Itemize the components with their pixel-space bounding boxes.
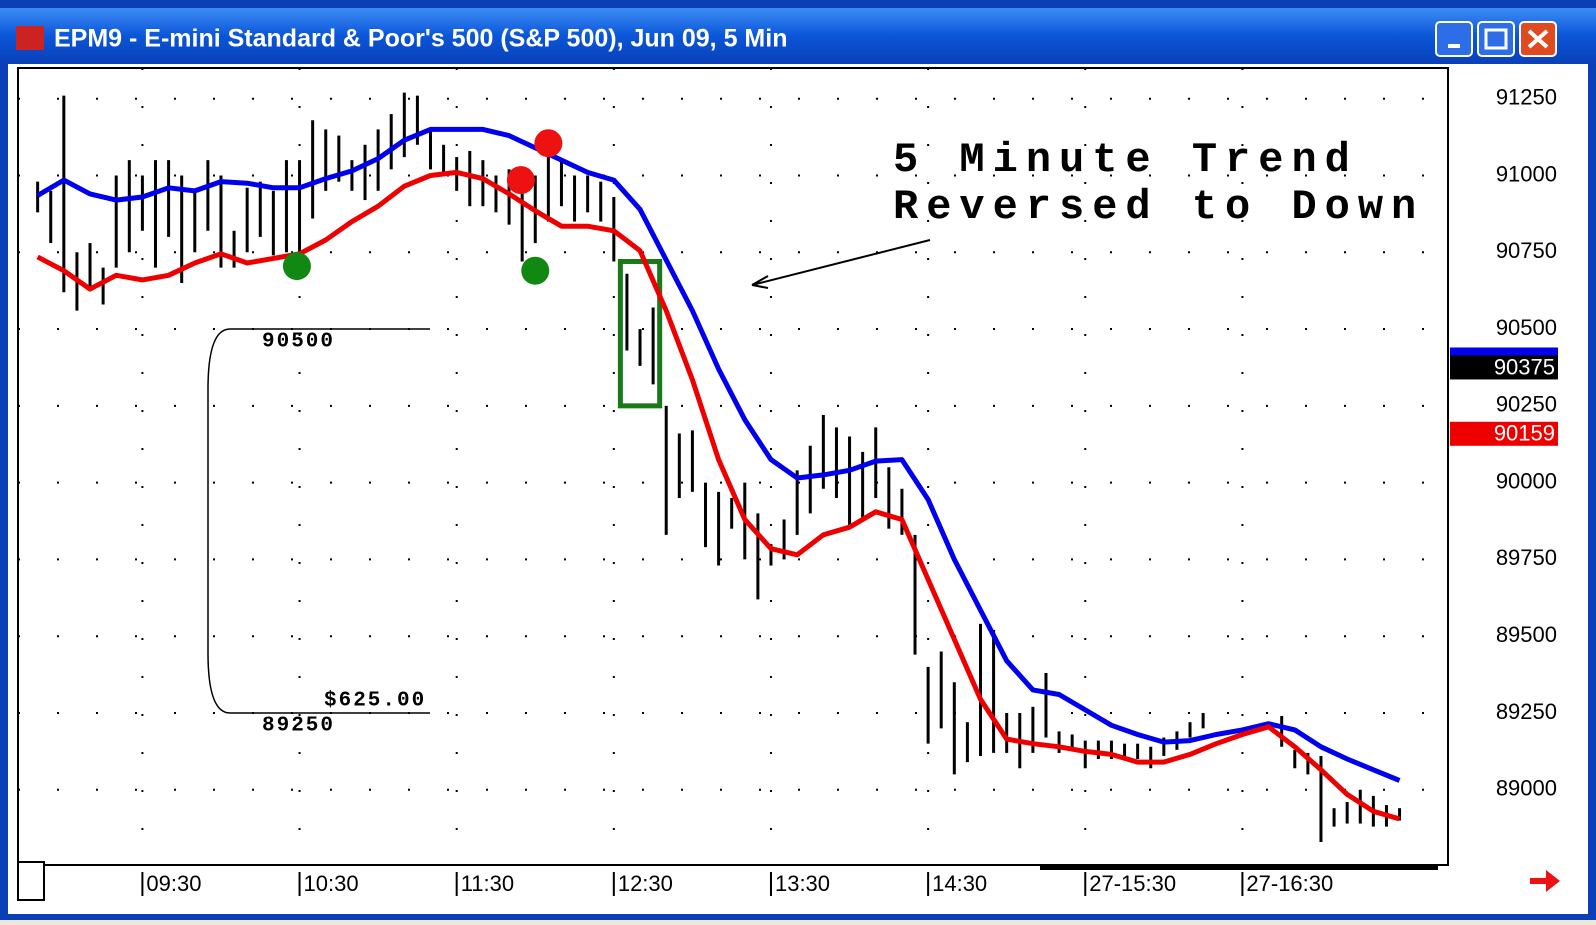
x-tick-label: 10:30 — [304, 871, 359, 896]
x-tick-label: 27-15:30 — [1089, 871, 1176, 896]
x-tick-label: 09:30 — [146, 871, 201, 896]
last-price-label: 90375 — [1494, 354, 1555, 379]
annotation-line: 5 Minute Trend — [893, 136, 1358, 184]
minimize-icon — [1448, 44, 1460, 48]
trend-line — [36, 126, 1401, 783]
y-tick-label: 90750 — [1496, 238, 1557, 263]
range-bottom-label: 89250 — [262, 715, 335, 738]
signal-dot — [282, 252, 311, 281]
last-price-box — [1450, 355, 1558, 380]
close-icon — [1527, 29, 1549, 49]
y-tick-label: 90500 — [1496, 315, 1557, 340]
app-icon — [16, 26, 44, 50]
x-tick-label: 11:30 — [461, 871, 514, 896]
signal-dot — [506, 166, 535, 195]
y-tick-label: 91250 — [1496, 85, 1557, 110]
y-tick-label: 90250 — [1496, 392, 1557, 417]
last-price-box — [1450, 421, 1558, 446]
signal-dot — [521, 256, 550, 285]
range-top-label: 90500 — [262, 331, 335, 354]
maximize-button[interactable] — [1477, 21, 1515, 57]
trend-line — [36, 169, 1401, 822]
annotation-arrow — [751, 239, 931, 289]
highlight-box — [617, 258, 663, 409]
scroll-box[interactable] — [17, 861, 45, 901]
scroll-arrow[interactable] — [1530, 870, 1560, 892]
last-price-label: 90159 — [1494, 421, 1555, 446]
scroll-bar — [1040, 865, 1438, 870]
hidden-price-box — [1450, 347, 1558, 358]
x-tick-label: 12:30 — [618, 871, 673, 896]
maximize-icon — [1484, 28, 1508, 50]
y-tick-label: 89250 — [1496, 699, 1557, 724]
x-tick-label: 13:30 — [775, 871, 830, 896]
x-tick-label: 14:30 — [932, 871, 987, 896]
title-bar — [0, 8, 1596, 64]
window-title: EPM9 - E-mini Standard & Poor's 500 (S&P… — [54, 25, 787, 53]
y-tick-label: 89000 — [1496, 776, 1557, 801]
annotation-line: Reversed to Down — [893, 183, 1424, 231]
minimize-button[interactable] — [1435, 21, 1473, 57]
y-tick-label: 90000 — [1496, 468, 1557, 493]
range-bracket — [207, 328, 231, 714]
y-tick-label: 89750 — [1496, 545, 1557, 570]
x-tick-label: 27-16:30 — [1246, 871, 1333, 896]
plot-area — [17, 67, 1449, 866]
y-tick-label: 89500 — [1496, 622, 1557, 647]
y-tick-label: 91000 — [1496, 161, 1557, 186]
signal-dot — [534, 129, 563, 158]
range-label: $625.00 — [324, 690, 426, 713]
